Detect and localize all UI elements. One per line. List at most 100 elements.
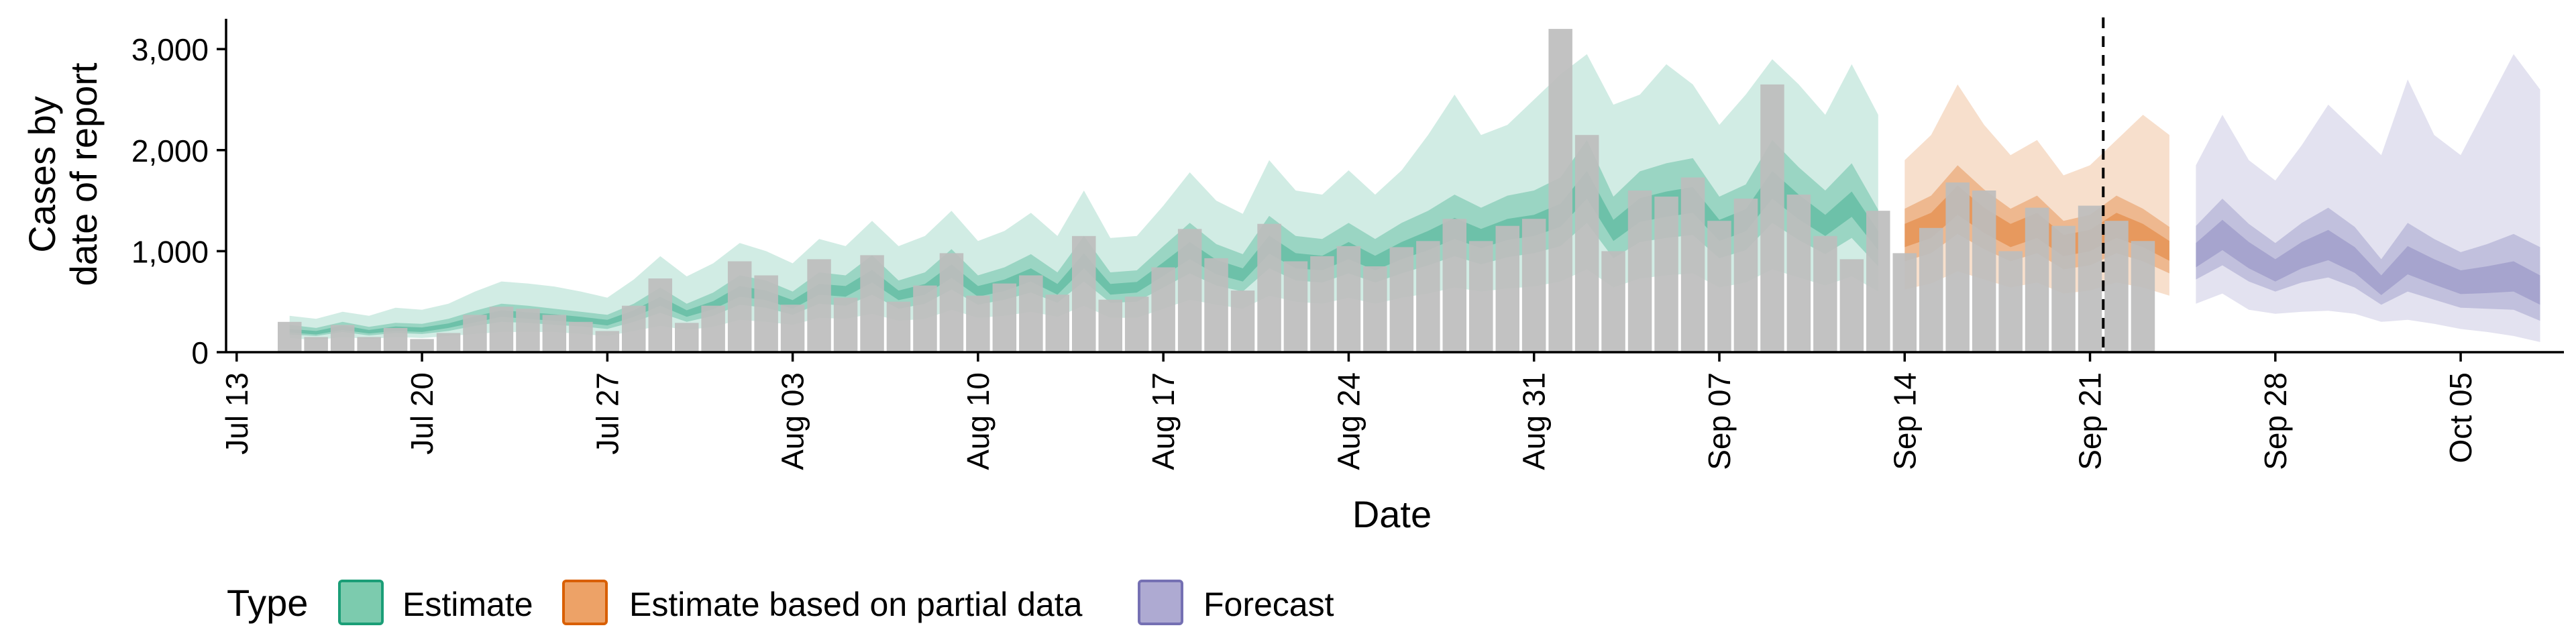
bar-day-31 <box>1045 294 1069 352</box>
bar-day-13 <box>569 321 593 352</box>
bar-day-9 <box>463 315 487 352</box>
bar-day-65 <box>1945 182 1970 352</box>
legend-label-estimate: Estimate <box>402 586 533 623</box>
bar-day-44 <box>1389 247 1414 352</box>
bar-day-21 <box>780 305 805 352</box>
bar-day-16 <box>648 278 672 352</box>
x-tick-label-aug-17: Aug 17 <box>1146 372 1181 470</box>
bar-day-66 <box>1972 191 1996 352</box>
x-tick-label-sep-14: Sep 14 <box>1887 372 1922 470</box>
legend-swatch-estimate <box>338 580 384 625</box>
x-tick-label-aug-24: Aug 24 <box>1331 372 1366 470</box>
bar-day-48 <box>1495 225 1519 352</box>
legend-swatch-forecast <box>1138 580 1183 625</box>
bar-day-26 <box>913 285 937 352</box>
bar-day-32 <box>1072 235 1096 352</box>
bar-day-5 <box>357 337 381 352</box>
bar-day-53 <box>1627 191 1652 352</box>
bar-day-12 <box>542 315 567 352</box>
legend-swatch-partial <box>562 580 608 625</box>
bar-day-69 <box>2051 225 2076 352</box>
bar-day-46 <box>1442 219 1466 352</box>
bar-day-23 <box>833 297 858 352</box>
reported-cases-bars <box>278 29 2155 353</box>
bar-day-41 <box>1310 256 1334 352</box>
bar-day-30 <box>1019 275 1043 352</box>
bar-day-38 <box>1230 290 1255 352</box>
bar-day-4 <box>330 325 355 352</box>
bar-day-25 <box>886 301 911 352</box>
bar-day-68 <box>2025 207 2049 352</box>
bar-day-18 <box>701 305 725 352</box>
bar-day-72 <box>2131 241 2155 352</box>
bar-day-55 <box>1680 177 1705 352</box>
bar-day-56 <box>1707 221 1731 352</box>
bar-day-15 <box>622 305 646 352</box>
bar-day-20 <box>754 275 778 352</box>
bar-day-64 <box>1919 227 1943 352</box>
legend-title: Type <box>227 582 308 624</box>
credible-interval-bands <box>289 54 2540 342</box>
x-axis-label: Date <box>1352 493 1432 535</box>
bar-day-61 <box>1839 259 1864 352</box>
bar-day-49 <box>1521 219 1546 352</box>
x-tick-label-sep-28: Sep 28 <box>2258 372 2293 470</box>
bar-day-37 <box>1204 258 1228 352</box>
bar-day-7 <box>410 339 434 352</box>
bar-day-34 <box>1124 297 1149 352</box>
bar-day-59 <box>1786 195 1811 352</box>
bar-day-70 <box>2078 205 2102 352</box>
bar-day-22 <box>807 259 831 352</box>
x-tick-label-aug-31: Aug 31 <box>1517 372 1552 470</box>
bar-day-11 <box>516 309 540 352</box>
y-tick-label-3000: 3,000 <box>131 32 209 67</box>
bar-day-50 <box>1548 29 1572 352</box>
legend: Type Estimate Estimate based on partial … <box>227 580 1334 625</box>
legend-label-forecast: Forecast <box>1203 586 1334 623</box>
bar-day-2 <box>278 321 302 352</box>
bar-day-14 <box>595 331 620 352</box>
band-forecast-ci90 <box>2196 54 2540 342</box>
x-tick-label-jul-20: Jul 20 <box>405 372 439 455</box>
y-tick-label-0: 0 <box>191 335 209 370</box>
x-tick-label-oct-05: Oct 05 <box>2443 372 2478 464</box>
bar-day-45 <box>1416 241 1440 352</box>
x-tick-label-sep-07: Sep 07 <box>1702 372 1737 470</box>
bar-day-10 <box>489 307 514 352</box>
bar-day-24 <box>860 255 884 352</box>
axes: 0 1,000 2,000 3,000 Jul 13 Jul 20 Jul 27 Aug 03… <box>131 19 2564 470</box>
bar-day-52 <box>1601 251 1625 352</box>
bar-day-60 <box>1813 235 1837 352</box>
bar-day-51 <box>1574 135 1599 352</box>
bar-day-28 <box>966 295 990 352</box>
bar-day-57 <box>1733 199 1758 352</box>
bar-day-43 <box>1363 266 1387 352</box>
y-axis-label-line-2: date of report <box>62 62 105 286</box>
x-tick-label-sep-21: Sep 21 <box>2073 372 2108 470</box>
bar-day-71 <box>2104 221 2129 352</box>
bar-day-36 <box>1177 229 1202 352</box>
bar-day-27 <box>939 253 964 352</box>
bar-day-29 <box>992 283 1017 352</box>
x-tick-label-jul-27: Jul 27 <box>590 372 625 455</box>
bar-day-39 <box>1257 223 1281 352</box>
bar-day-19 <box>727 261 752 352</box>
bar-day-58 <box>1760 84 1784 353</box>
y-tick-label-2000: 2,000 <box>131 133 209 168</box>
bar-day-8 <box>436 333 461 352</box>
legend-label-partial: Estimate based on partial data <box>629 586 1083 623</box>
bar-day-33 <box>1098 299 1122 352</box>
bar-day-40 <box>1283 261 1308 352</box>
y-axis-label-line-1: Cases by <box>21 96 63 252</box>
bar-day-35 <box>1151 267 1175 352</box>
bar-day-63 <box>1892 253 1917 352</box>
bar-day-17 <box>675 323 699 352</box>
x-tick-label-aug-10: Aug 10 <box>961 372 996 470</box>
y-tick-label-1000: 1,000 <box>131 234 209 269</box>
bar-day-62 <box>1866 211 1890 352</box>
bar-day-67 <box>1998 251 2023 352</box>
band-forecast-ci20 <box>2196 219 2540 305</box>
bar-day-6 <box>383 327 408 352</box>
x-tick-label-aug-03: Aug 03 <box>775 372 810 470</box>
